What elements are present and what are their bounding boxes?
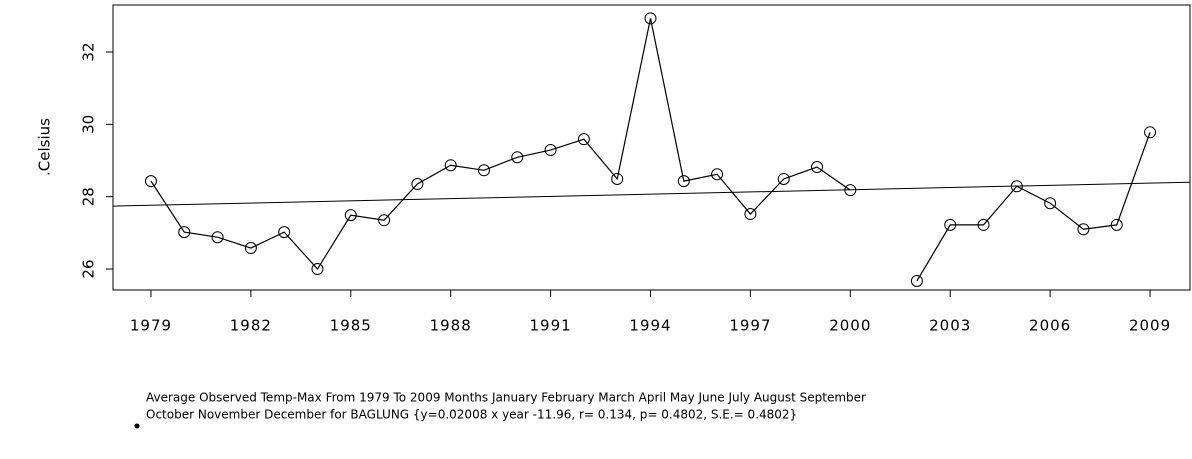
plot-frame <box>113 5 1190 290</box>
y-tick-label: 28 <box>80 187 98 206</box>
x-tick-label: 1994 <box>629 317 671 335</box>
y-tick-label: 32 <box>80 42 98 61</box>
x-tick-label: 1979 <box>130 317 172 335</box>
x-tick-label: 2003 <box>929 317 971 335</box>
x-tick-label: 1982 <box>230 317 272 335</box>
x-tick-label: 1985 <box>330 317 372 335</box>
caption-bullet <box>135 424 140 429</box>
trend-line <box>113 182 1190 206</box>
x-tick-label: 1988 <box>430 317 472 335</box>
chart: .Celsius Average Observed Temp-Max From … <box>0 0 1192 459</box>
x-tick-label: 2000 <box>829 317 871 335</box>
caption-line: October November December for BAGLUNG {y… <box>146 408 797 422</box>
x-tick-label: 1991 <box>529 317 571 335</box>
x-tick-label: 2009 <box>1129 317 1171 335</box>
x-tick-label: 1997 <box>729 317 771 335</box>
y-axis-label: .Celsius <box>36 118 54 176</box>
y-tick-label: 30 <box>80 115 98 134</box>
data-line <box>151 18 1150 281</box>
x-tick-label: 2006 <box>1029 317 1071 335</box>
y-tick-label: 26 <box>80 259 98 278</box>
caption-line: Average Observed Temp-Max From 1979 To 2… <box>146 391 866 405</box>
